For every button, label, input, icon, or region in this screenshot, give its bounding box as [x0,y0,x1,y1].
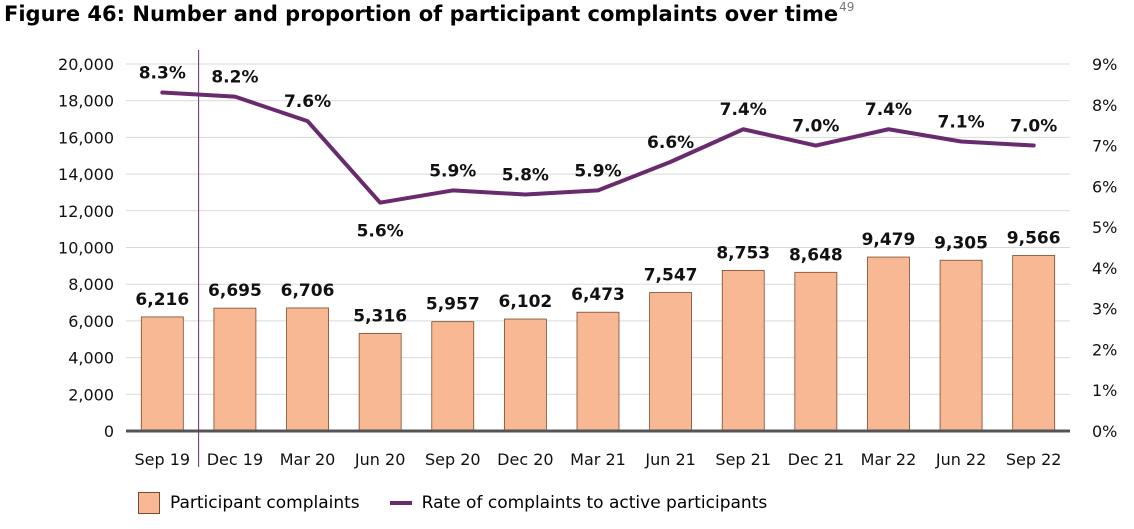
rate-data-point [523,192,527,196]
chart-title: Figure 46: Number and proportion of part… [4,0,855,26]
y-left-tick-label: 14,000 [58,165,114,184]
bar [140,316,184,432]
bar-data-label: 6,102 [498,292,552,312]
y-right-tick-label: 6% [1092,177,1117,196]
y-left-tick-label: 8,000 [68,275,114,294]
y-left-tick-label: 6,000 [68,312,114,331]
y-right-tick-label: 3% [1092,300,1117,319]
chart-legend: Participant complaints Rate of complaint… [138,492,767,514]
rate-data-label: 7.4% [865,100,912,120]
x-category-label: Mar 20 [280,450,336,469]
y-right-tick-label: 5% [1092,218,1117,237]
y-right-tick-label: 4% [1092,259,1117,278]
legend-swatch-complaints [138,492,160,514]
y-left-tick-label: 2,000 [68,385,114,404]
bar [794,271,838,432]
y-right-tick-label: 7% [1092,137,1117,156]
bar-data-label: 8,648 [789,245,843,265]
rate-data-point [1032,144,1036,148]
rate-data-point [741,127,745,131]
legend-label-rate: Rate of complaints to active participant… [421,493,768,513]
x-category-label: Dec 21 [788,450,844,469]
rate-data-point [306,119,310,123]
rate-data-label: 7.0% [792,117,839,137]
rate-data-point [451,188,455,192]
bar-data-label: 5,316 [353,306,407,326]
x-category-label: Sep 22 [1006,450,1062,469]
rate-data-point [378,201,382,205]
bar [503,318,547,432]
bar [286,307,329,432]
x-category-label: Sep 21 [715,450,771,469]
bar-data-label: 9,479 [862,230,916,250]
rate-data-point [814,144,818,148]
x-category-label: Sep 19 [135,450,191,469]
bar-data-label: 9,305 [934,233,988,253]
bar [431,321,475,432]
y-left-tick-label: 10,000 [58,239,114,258]
bar-data-label: 6,216 [135,290,189,310]
rate-data-label: 5.9% [429,161,476,181]
bar-data-label: 6,695 [208,281,262,301]
rate-data-label: 7.6% [284,92,331,112]
bar-data-label: 5,957 [426,295,480,315]
y-left-tick-label: 12,000 [58,202,114,221]
y-right-tick-label: 0% [1092,422,1117,441]
rate-data-label: 5.8% [502,165,549,185]
y-left-tick-label: 20,000 [58,55,114,74]
rate-data-label: 5.9% [574,161,621,181]
rate-data-point [596,188,600,192]
y-right-tick-label: 9% [1092,55,1117,74]
rate-data-label: 7.0% [1010,117,1057,137]
bar [358,333,402,432]
rate-data-point [959,139,963,143]
bar [867,256,910,432]
footnote-marker: 49 [839,0,855,14]
rate-data-point [669,160,673,164]
x-category-label: Dec 20 [497,450,553,469]
rate-data-point [160,91,164,95]
rate-data-label: 7.1% [937,112,984,132]
y-left-tick-label: 4,000 [68,349,114,368]
x-category-label: Jun 21 [644,450,695,469]
bar-data-label: 6,706 [281,281,335,301]
x-category-label: Mar 22 [861,450,917,469]
x-category-label: Jun 20 [354,450,405,469]
bar-data-label: 8,753 [716,243,770,263]
y-left-tick-label: 16,000 [58,128,114,147]
rate-data-label: 6.6% [647,133,694,153]
bar-data-label: 7,547 [644,266,698,286]
bar [649,292,693,432]
bar-data-label: 9,566 [1007,228,1061,248]
bar [721,269,765,432]
x-category-label: Mar 21 [570,450,626,469]
x-category-label: Jun 22 [935,450,986,469]
legend-label-complaints: Participant complaints [170,493,360,513]
bar [576,311,620,432]
x-category-label: Dec 19 [207,450,263,469]
y-left-tick-label: 0 [104,422,114,441]
rate-data-point [886,127,890,131]
rate-data-label: 8.2% [211,68,258,88]
rate-data-label: 7.4% [720,100,767,120]
rate-data-label: 8.3% [139,64,186,84]
rate-data-label: 5.6% [357,222,404,242]
bar [1012,255,1056,432]
bar [213,307,257,432]
rate-data-point [233,95,237,99]
y-right-tick-label: 2% [1092,340,1117,359]
y-left-tick-label: 18,000 [58,92,114,111]
legend-swatch-rate [389,501,412,505]
x-category-label: Sep 20 [425,450,481,469]
y-right-tick-label: 1% [1092,381,1117,400]
bar [939,259,983,432]
bar-data-label: 6,473 [571,285,625,305]
y-right-tick-label: 8% [1092,96,1117,115]
